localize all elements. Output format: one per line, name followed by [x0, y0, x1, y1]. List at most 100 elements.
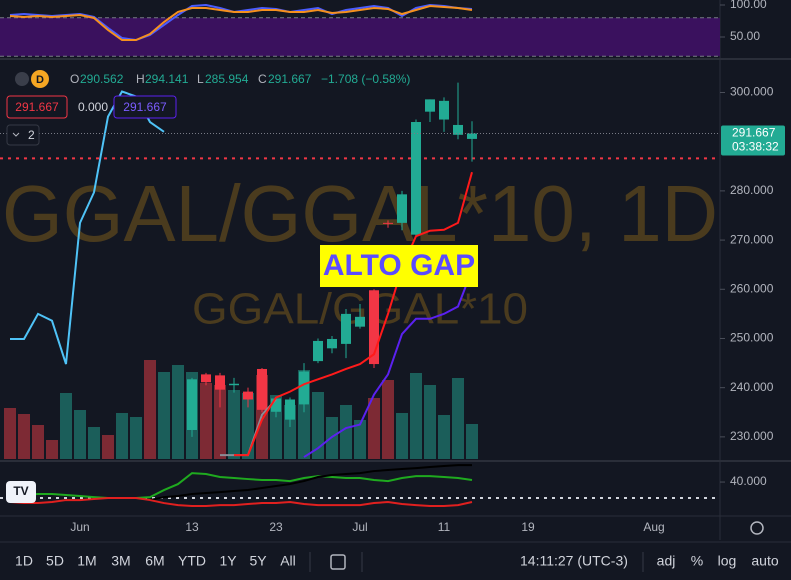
candle-body [201, 374, 211, 383]
candle-body [411, 122, 421, 235]
candle-body [313, 340, 323, 362]
series-line [9, 497, 473, 508]
ohlc-label: C [258, 72, 267, 86]
volume-bar [102, 435, 114, 459]
volume-bar [46, 440, 58, 459]
volume-bar [438, 415, 450, 459]
x-tick-label: 23 [269, 520, 283, 534]
candle-body [425, 99, 435, 112]
volume-bar [4, 408, 16, 459]
pane [0, 464, 720, 508]
volume-bar [18, 414, 30, 459]
volume-bar [172, 365, 184, 459]
y-tick-label: 250.000 [730, 331, 774, 345]
volume-bar [424, 385, 436, 459]
indicator-value: 291.667 [123, 100, 167, 114]
range-button[interactable]: All [280, 553, 296, 569]
series-line [303, 269, 473, 458]
chevron-icon [12, 132, 20, 137]
range-button[interactable]: 3M [111, 553, 130, 569]
indicator-value: 291.667 [15, 100, 59, 114]
scale-option[interactable]: auto [751, 553, 778, 569]
scale-option[interactable]: % [691, 553, 703, 569]
y-tick-label: 50.00 [730, 29, 760, 43]
volume-bar [368, 398, 380, 459]
candle-body [243, 391, 253, 400]
settings-icon[interactable] [750, 521, 764, 535]
volume-bar [158, 372, 170, 459]
watermark-layer: GGAL/GGAL*10, 1D GGAL/GGAL*10 [2, 169, 718, 334]
annotation: ALTO GAP [323, 249, 475, 282]
y-tick-label: 230.000 [730, 429, 774, 443]
range-button[interactable]: 6M [145, 553, 164, 569]
volume-bar [452, 378, 464, 459]
range-button[interactable]: 5Y [249, 553, 267, 569]
y-tick-label: 240.000 [730, 380, 774, 394]
volume-bar [214, 385, 226, 459]
candle-body [397, 194, 407, 223]
countdown-label: 03:38:32 [732, 140, 779, 154]
volume-bar [60, 393, 72, 459]
logo-bg[interactable] [6, 481, 36, 503]
range-button[interactable]: 1M [77, 553, 96, 569]
volume-bar [74, 410, 86, 459]
interval-badge[interactable]: D [36, 74, 44, 86]
annotation-box [320, 245, 478, 287]
candle-body [327, 338, 337, 349]
indicator-box[interactable] [6, 95, 68, 119]
volume-bar [410, 373, 422, 459]
volume-bar [200, 383, 212, 459]
ohlc-value: 294.141 [145, 72, 189, 86]
x-tick-label: 11 [438, 520, 451, 534]
candle-body [355, 316, 365, 327]
candle-body [439, 100, 449, 120]
volume-bar [340, 405, 352, 459]
candle-body [229, 383, 239, 386]
ohlc-label: H [136, 72, 145, 86]
ohlc-value: 285.954 [205, 72, 249, 86]
scale-option[interactable]: log [718, 553, 737, 569]
ohlc-change: −1.708 (−0.58%) [321, 72, 410, 86]
candle-body [285, 399, 295, 420]
watermark: GGAL/GGAL*10, 1D [2, 169, 718, 258]
range-button[interactable]: 5D [46, 553, 64, 569]
range-button[interactable]: YTD [178, 553, 206, 569]
x-tick-label: Jul [352, 520, 367, 534]
volume-bar [312, 392, 324, 459]
date-range-icon[interactable] [330, 554, 346, 570]
logo[interactable]: TV [13, 484, 28, 498]
scale-option[interactable]: adj [657, 553, 676, 569]
last-price-box [721, 125, 785, 156]
volume-bar [242, 393, 254, 459]
x-tick-label: 13 [185, 520, 199, 534]
series-line [234, 171, 473, 457]
candle-body [467, 133, 477, 139]
pane: GGAL/GGAL*10, 1D GGAL/GGAL*10 [0, 82, 720, 459]
band [0, 17, 720, 57]
clock[interactable]: 14:11:27 (UTC-3) [520, 553, 628, 569]
y-tick-label: 270.000 [730, 232, 774, 246]
candle-body [187, 379, 197, 430]
interval-badge-bg[interactable] [31, 70, 49, 88]
symbol-icon[interactable] [15, 72, 29, 86]
volume-bar [354, 420, 366, 459]
x-tick-label: 19 [521, 520, 535, 534]
candle-body [341, 313, 351, 344]
y-tick-label: 260.000 [730, 281, 774, 295]
x-tick-label: Aug [643, 520, 664, 534]
x-tick-label: Jun [70, 520, 89, 534]
collapse-button[interactable] [6, 124, 40, 146]
y-tick-label: 300.000 [730, 85, 774, 99]
volume-bar [228, 390, 240, 459]
overlay: ALTO GAP D O 290.562 H 294.141 L 285.954… [6, 70, 764, 572]
range-button[interactable]: 1D [15, 553, 33, 569]
candle-body [453, 124, 463, 135]
series-line [9, 5, 473, 42]
hidden-indicator-count[interactable]: 2 [28, 128, 35, 142]
ohlc-label: O [70, 72, 79, 86]
indicator-box[interactable] [113, 95, 177, 119]
range-button[interactable]: 1Y [219, 553, 237, 569]
series-line [9, 472, 473, 500]
